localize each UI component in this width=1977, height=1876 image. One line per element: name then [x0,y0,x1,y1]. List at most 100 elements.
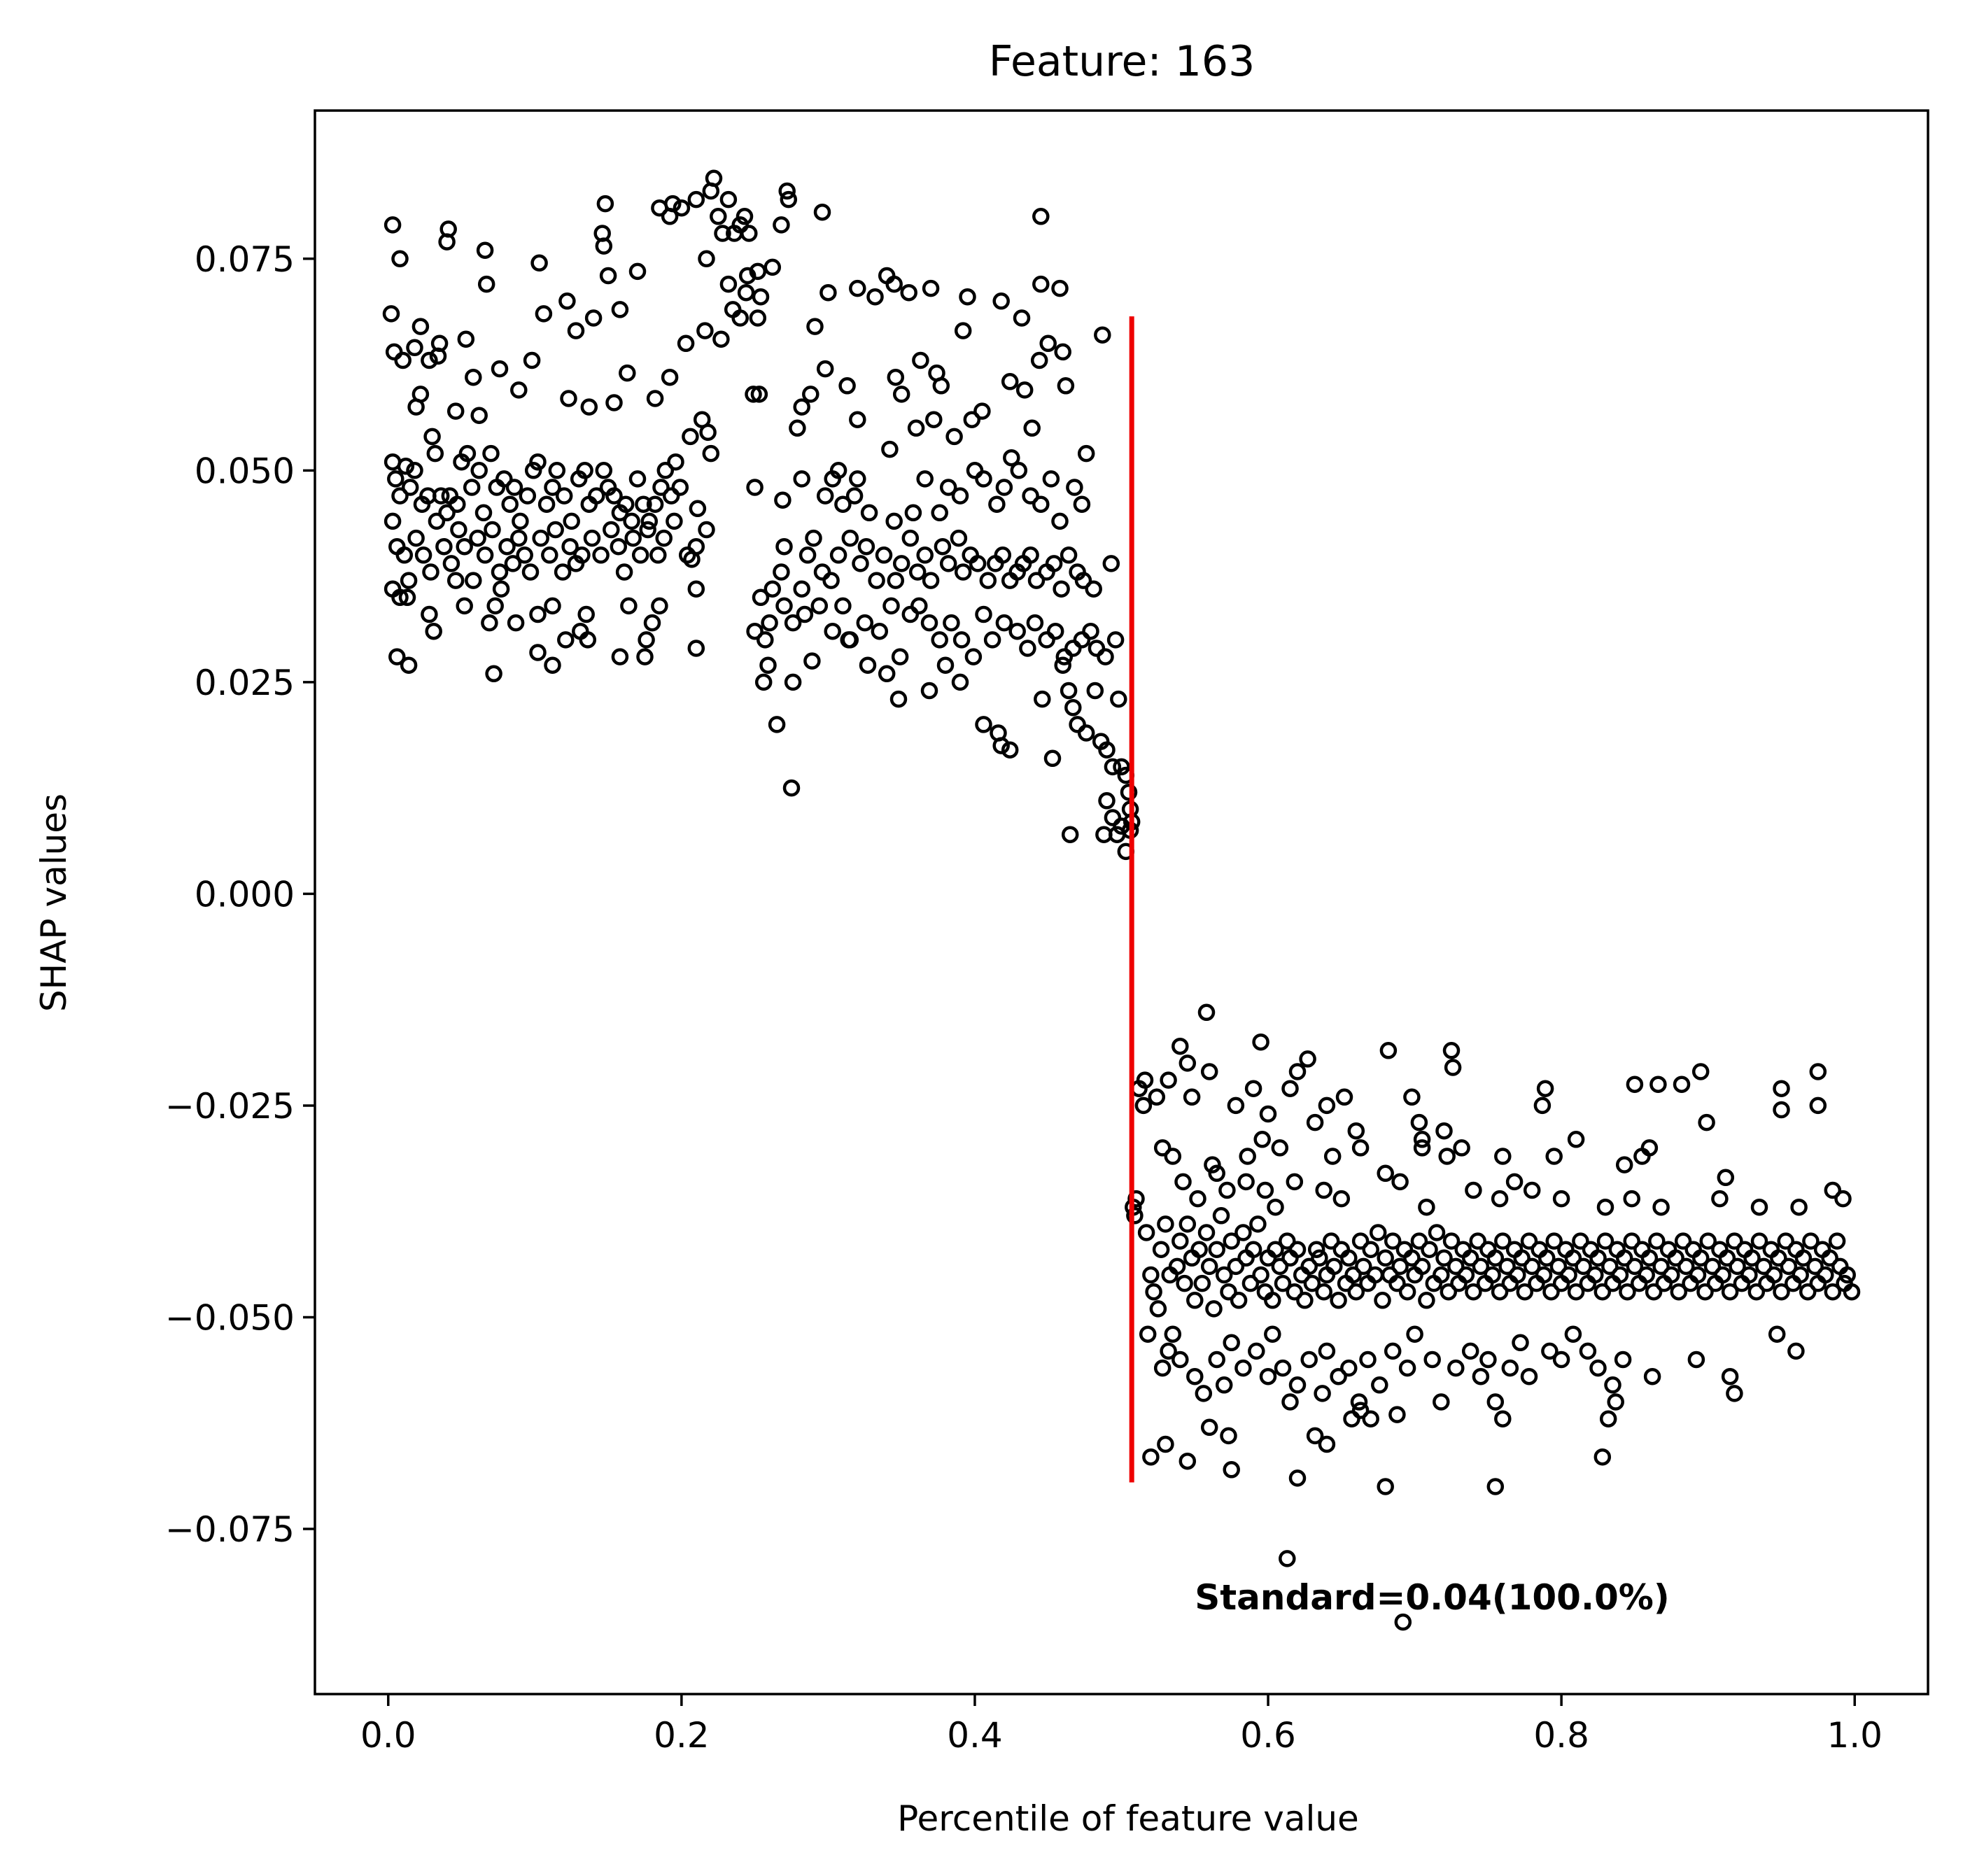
scatter-point [1288,1469,1307,1487]
scatter-point [1607,1393,1624,1411]
scatter-point [1045,555,1063,572]
scatter-point [1586,1266,1604,1284]
scatter-point [450,521,467,539]
scatter-point [1053,580,1070,598]
scatter-point [400,656,418,674]
scatter-point [1200,1257,1218,1276]
scatter-point [995,614,1013,632]
standard-annotation: Standard=0.04(100.0%) [1195,1577,1669,1618]
scatter-point [752,588,770,607]
scatter-point [1267,1241,1284,1258]
scatter-point [1663,1266,1680,1284]
scatter-point [456,537,473,556]
scatter-point [1220,1427,1237,1445]
scatter-point [1051,512,1069,530]
scatter-point [646,390,664,407]
scatter-point [1164,1325,1182,1343]
scatter-point [1039,334,1057,353]
y-tick-label: −0.050 [165,1297,295,1338]
scatter-point [1535,1266,1553,1284]
scatter-point [1533,1096,1552,1115]
scatter-point [1567,1131,1585,1148]
scatter-point [1838,1266,1856,1284]
scatter-point [474,504,493,522]
scatter-point [1157,1435,1174,1453]
scatter-point [400,572,418,589]
scatter-point [907,419,925,437]
scatter-point [512,512,529,530]
scatter-point [1082,622,1099,640]
scatter-point [952,631,971,649]
scatter-point [834,495,852,513]
scatter-point [1809,1096,1827,1115]
scatter-point [1256,1181,1274,1199]
scatter-point [1230,1292,1248,1309]
scatter-point [966,462,984,479]
x-tick-label: 0.6 [1240,1715,1296,1756]
scatter-point [1726,1232,1743,1250]
scatter-point [535,305,553,323]
scatter-point [892,386,910,403]
scatter-point [1077,724,1095,742]
scatter-point [1168,1257,1186,1276]
scatter-point [759,656,777,674]
scatter-point [384,512,402,530]
scatter-point [1022,487,1039,505]
scatter-point [664,195,682,213]
scatter-point [1406,1325,1423,1343]
scatter-point [620,597,638,615]
scatter-point [673,199,691,217]
scatter-point [840,631,857,649]
scatter-point [1377,1478,1394,1495]
scatter-point [391,588,409,607]
scatter-point [793,580,810,598]
scatter-point [931,504,948,522]
scatter-point [931,631,948,649]
scatter-point [1750,1198,1768,1216]
scatter-point [1549,1257,1568,1276]
scatter-point [1153,1139,1172,1157]
scatter-point [849,411,866,428]
scatter-point [628,470,647,488]
scatter-point [605,394,623,411]
scatter-point [1599,1410,1617,1427]
scatter-point [599,267,617,285]
scatter-point [882,597,900,615]
scatter-point [922,279,940,297]
scatter-point [1288,1063,1307,1080]
scatter-point [1447,1257,1465,1276]
scatter-point [687,190,705,209]
scatter-point [773,563,790,581]
scatter-point [1596,1198,1614,1216]
scatter-point [1286,1173,1304,1191]
scatter-point [524,462,542,479]
scatter-point [1318,1435,1336,1453]
scatter-point [529,453,547,471]
scatter-point [901,605,920,623]
scatter-point [605,487,623,505]
scatter-point [1205,1300,1223,1318]
scatter-point [1536,1080,1554,1097]
scatter-point [881,440,899,458]
scatter-point [841,529,859,547]
scatter-point [908,563,927,581]
scatter-point [1794,1249,1813,1267]
scatter-point [1703,1257,1722,1276]
scatter-point [796,605,814,623]
scatter-point [1699,1232,1717,1250]
scatter-point [1073,631,1091,649]
scatter-point [887,572,905,589]
scatter-point [871,622,889,640]
scatter-point [623,512,640,530]
scatter-point [1604,1376,1621,1394]
scatter-point [736,208,754,225]
scatter-point [1433,1393,1450,1411]
scatter-point [1204,1156,1221,1173]
scatter-point [1359,1350,1377,1369]
y-tick-label: 0.050 [195,451,295,491]
scatter-point [1223,1232,1240,1250]
scatter-point [1541,1342,1559,1360]
scatter-point [885,275,903,293]
scatter-point [407,529,425,547]
scatter-point [699,423,717,442]
